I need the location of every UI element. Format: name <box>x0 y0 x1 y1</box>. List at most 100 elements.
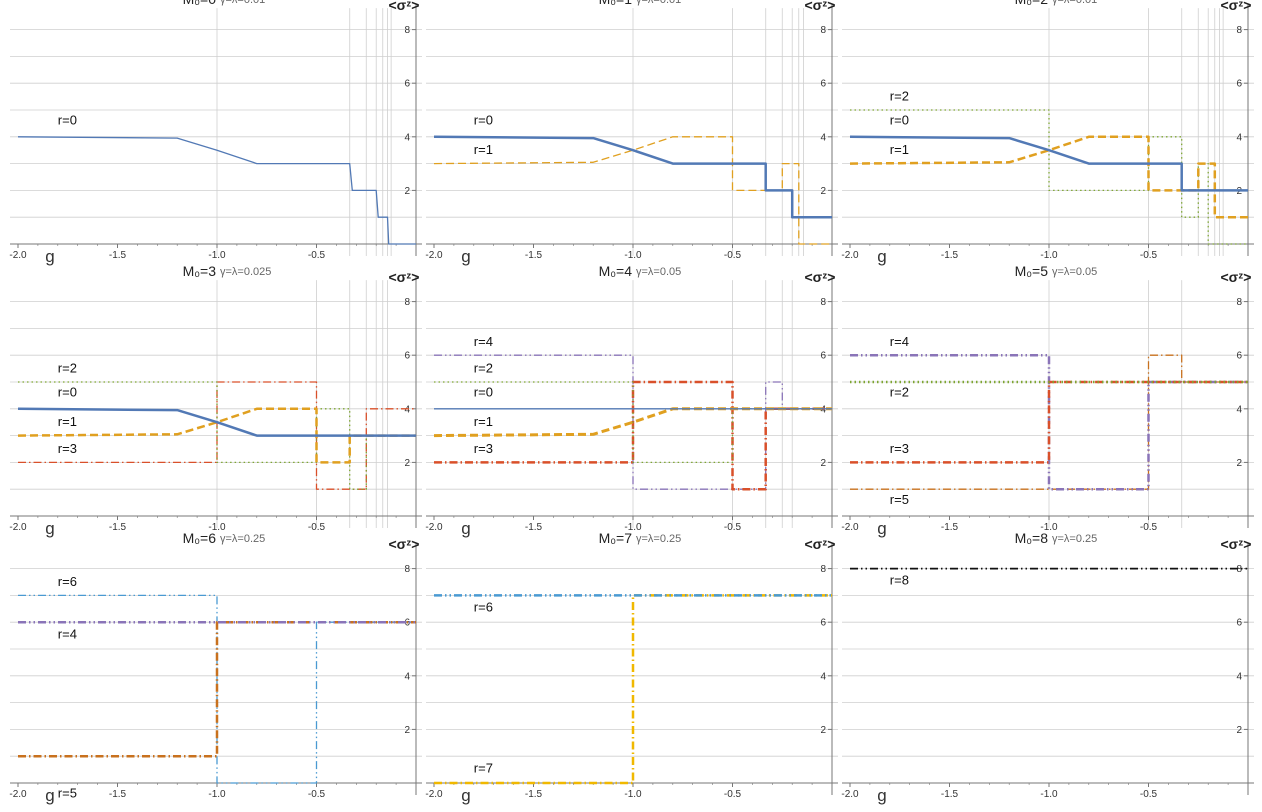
y-tick-label: 2 <box>404 458 410 469</box>
x-tick-label: -1.5 <box>941 522 959 533</box>
x-tick-label: -1.0 <box>1040 522 1058 533</box>
x-tick-label: -2.0 <box>425 789 443 800</box>
y-tick-label: 4 <box>404 404 410 415</box>
x-tick-label: -1.5 <box>109 250 127 261</box>
series-line-r0 <box>849 135 1248 192</box>
x-axis-label: g <box>877 519 886 538</box>
h-gridlines <box>10 568 422 757</box>
series-label: r=6 <box>58 574 77 589</box>
panel-title: M₀=7 <box>599 530 633 546</box>
y-tick-label: 2 <box>404 725 410 736</box>
x-tick-label: -0.5 <box>724 789 742 800</box>
y-axis-label: <σᶻ> <box>389 536 420 552</box>
x-tick-label: -2.0 <box>841 789 859 800</box>
panel-title: M₀=4 <box>599 263 633 279</box>
series-line-r0 <box>17 136 416 245</box>
panel-title: M₀=0 <box>183 0 217 7</box>
series-label: r=2 <box>890 89 909 104</box>
series-label: r=3 <box>474 441 493 456</box>
y-tick-label: 4 <box>1236 132 1242 143</box>
series-label: r=1 <box>474 414 493 429</box>
chart-panel-m0-5: -2.0 -1.5 -1.0 -0.5 2 4 6 8 g <σᶻ> M₀=5 γ=λ=0.05 r=5… <box>841 263 1254 538</box>
x-tick-label: -2.0 <box>425 522 443 533</box>
x-tick-label: -1.0 <box>1040 789 1058 800</box>
panel-title: M₀=3 <box>183 263 217 279</box>
y-tick-label: 6 <box>820 351 826 362</box>
panel-subtitle: γ=λ=0.01 <box>636 0 681 6</box>
series-label: r=0 <box>474 113 493 128</box>
y-tick-label: 8 <box>404 297 410 308</box>
series-line-r7 <box>434 594 832 785</box>
y-tick-label: 6 <box>1236 79 1242 90</box>
chart-panel-m0-8: -2.0 -1.5 -1.0 -0.5 2 4 6 8 g <σᶻ> M₀=8 γ=λ=0.25 r=8 <box>841 530 1254 805</box>
y-tick-label: 8 <box>1236 564 1242 575</box>
series-label: r=8 <box>890 573 909 588</box>
x-tick-label: -0.5 <box>1140 250 1158 261</box>
y-axis-label: <σᶻ> <box>1221 0 1252 13</box>
series-label: r=0 <box>58 385 77 400</box>
x-tick-label: -2.0 <box>9 522 27 533</box>
series-label: r=0 <box>890 113 909 128</box>
series-label: r=0 <box>474 385 493 400</box>
y-tick-label: 4 <box>1236 671 1242 682</box>
x-axis-label: g <box>877 786 886 805</box>
series-line-r0 <box>17 407 416 437</box>
v-gridlines <box>632 280 793 528</box>
y-tick-label: 8 <box>404 564 410 575</box>
series-label: r=4 <box>474 334 493 349</box>
y-axis-label: <σᶻ> <box>805 269 836 285</box>
v-gridlines <box>1048 8 1224 256</box>
x-tick-label: -1.5 <box>109 789 127 800</box>
x-tick-label: -2.0 <box>9 789 27 800</box>
chart-panel-m0-7: -2.0 -1.5 -1.0 -0.5 2 4 6 8 g <σᶻ> M₀=7 γ=λ=0.25 r=7… <box>425 530 838 805</box>
series-line-r1 <box>17 407 416 464</box>
y-axis-label: <σᶻ> <box>1221 536 1252 552</box>
series-label: r=2 <box>890 385 909 400</box>
series-line-r6 <box>18 594 416 784</box>
x-tick-label: -1.0 <box>1040 250 1058 261</box>
v-gridlines <box>216 8 392 256</box>
x-axis-label: g <box>45 247 54 266</box>
x-tick-label: -2.0 <box>425 250 443 261</box>
panel-subtitle: γ=λ=0.01 <box>220 0 265 6</box>
y-axis-label: <σᶻ> <box>1221 269 1252 285</box>
panel-subtitle: γ=λ=0.25 <box>1052 533 1097 545</box>
y-tick-label: 6 <box>404 351 410 362</box>
panel-subtitle: γ=λ=0.25 <box>636 533 681 545</box>
y-tick-label: 8 <box>1236 297 1242 308</box>
panel-title: M₀=6 <box>183 530 217 546</box>
series-label: r=7 <box>474 760 493 775</box>
series-line-r1 <box>849 135 1248 219</box>
y-tick-label: 6 <box>820 79 826 90</box>
panel-title: M₀=5 <box>1015 263 1049 279</box>
x-axis-label: g <box>45 786 54 805</box>
y-tick-label: 2 <box>820 725 826 736</box>
series-label: r=2 <box>474 361 493 376</box>
chart-panel-m0-1: -2.0 -1.5 -1.0 -0.5 2 4 6 8 g <σᶻ> M₀=1γ=λ=0.01 r=1… <box>425 0 838 266</box>
y-tick-label: 6 <box>1236 351 1242 362</box>
series-line-r2 <box>434 381 832 464</box>
y-axis-label: <σᶻ> <box>805 0 836 13</box>
y-tick-label: 8 <box>404 25 410 36</box>
x-tick-label: -1.0 <box>624 789 642 800</box>
h-gridlines <box>842 568 1254 757</box>
chart-panel-m0-3: -2.0 -1.5 -1.0 -0.5 2 4 6 8 g <σᶻ> M₀=3 γ=λ=0.025 r=… <box>9 263 422 538</box>
y-tick-label: 4 <box>820 671 826 682</box>
series-line-r4 <box>434 354 832 490</box>
y-tick-label: 2 <box>820 186 826 197</box>
chart-panel-m0-0: -2.0 -1.5 -1.0 -0.5 2 4 6 8 g <σᶻ> M₀=0γ=λ=0.01 r=0 <box>9 0 422 266</box>
series-line-r0 <box>433 135 832 219</box>
h-gridlines <box>842 29 1254 218</box>
y-tick-label: 4 <box>820 132 826 143</box>
series-label: r=5 <box>58 786 77 801</box>
chart-panel-m0-2: -2.0-1.5-1.0-0.52468g<σᶻ>M₀=2γ=λ=0.01r=2… <box>841 0 1254 266</box>
y-tick-label: 4 <box>404 132 410 143</box>
x-tick-label: -1.5 <box>941 250 959 261</box>
series-label: r=1 <box>890 142 909 157</box>
x-tick-label: -1.0 <box>208 250 226 261</box>
panel-subtitle: γ=λ=0.01 <box>1052 0 1097 6</box>
v-gridlines <box>216 280 388 528</box>
y-tick-label: 8 <box>820 297 826 308</box>
x-tick-label: -0.5 <box>724 250 742 261</box>
